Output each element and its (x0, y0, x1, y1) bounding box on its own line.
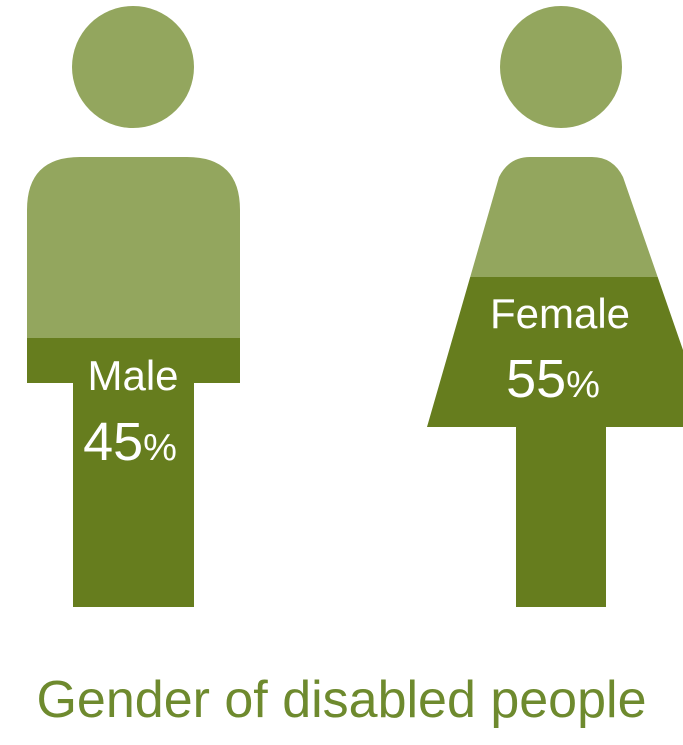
male-value-unit: % (143, 427, 177, 469)
male-value: 45% (83, 412, 177, 472)
female-figure: Female 55% (427, 6, 683, 607)
male-fill-bar (27, 338, 240, 607)
male-head (72, 6, 194, 128)
male-torso-upper (27, 157, 240, 338)
female-fill-bar (427, 277, 683, 607)
female-head (500, 6, 622, 128)
female-dress-upper (470, 157, 658, 277)
male-figure: Male 45% (27, 6, 240, 607)
female-value-number: 55 (506, 349, 566, 409)
female-label: Female (490, 290, 630, 337)
female-value: 55% (506, 349, 600, 409)
male-label: Male (87, 352, 178, 399)
female-value-unit: % (566, 364, 600, 406)
chart-title: Gender of disabled people (36, 671, 647, 729)
male-value-number: 45 (83, 412, 143, 472)
